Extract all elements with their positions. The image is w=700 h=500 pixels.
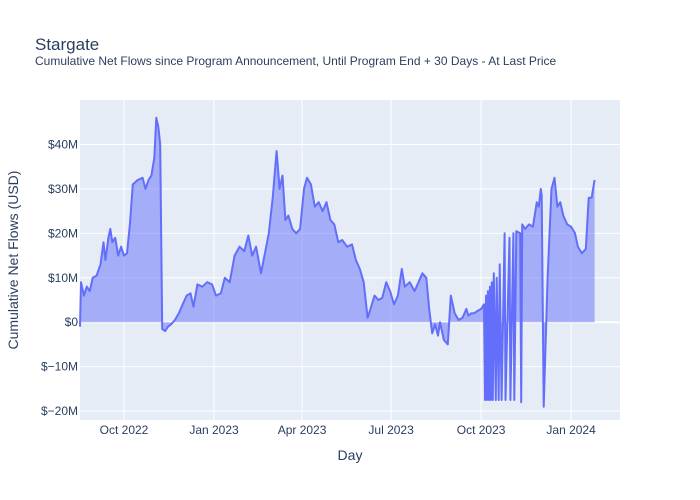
y-tick-label: $20M [48, 226, 78, 240]
y-tick-label: $40M [48, 137, 78, 151]
area-fill [80, 117, 595, 407]
x-tick-label: Jan 2024 [546, 423, 596, 437]
area-layer [79, 116, 596, 408]
y-tick-label: $10M [48, 271, 78, 285]
y-axis-title: Cumulative Net Flows (USD) [5, 171, 21, 350]
x-tick-label: Oct 2022 [100, 423, 149, 437]
series-line [79, 116, 596, 408]
tick-layer: $−20M $−10M $0 $10M $20M $30M $40M Oct 2022 Jan … [41, 137, 596, 437]
x-tick-label: Jan 2023 [189, 423, 239, 437]
y-tick-label: $30M [48, 182, 78, 196]
y-tick-label: $−10M [41, 360, 78, 374]
chart-title: Stargate [35, 35, 100, 54]
y-tick-label: $0 [65, 315, 79, 329]
x-tick-label: Oct 2023 [457, 423, 506, 437]
x-axis-title: Day [338, 447, 363, 463]
x-tick-label: Apr 2023 [278, 423, 327, 437]
y-tick-label: $−20M [41, 404, 78, 418]
chart-subtitle: Cumulative Net Flows since Program Annou… [35, 54, 557, 68]
x-tick-label: Jul 2023 [368, 423, 414, 437]
